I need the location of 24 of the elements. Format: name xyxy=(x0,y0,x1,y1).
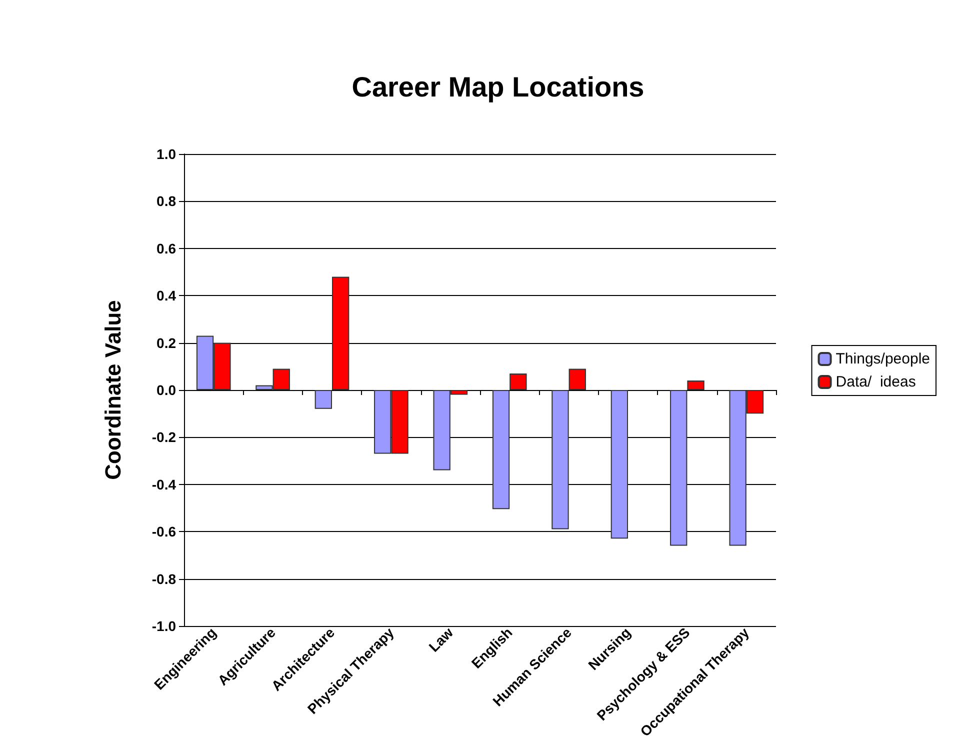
bar xyxy=(314,390,332,409)
y-tick-label: -0.4 xyxy=(152,476,176,492)
bar xyxy=(492,390,510,510)
bar xyxy=(670,390,688,546)
y-tick-label: -1.0 xyxy=(152,618,176,634)
y-tick-label: 0.4 xyxy=(156,288,176,304)
chart-title: Career Map Locations xyxy=(352,72,644,102)
y-tick-label: 0.2 xyxy=(156,334,176,351)
bar xyxy=(687,380,704,390)
y-tick-label: -0.6 xyxy=(152,524,176,540)
y-tick-label: 0.8 xyxy=(156,193,176,210)
legend-label: Things/people xyxy=(836,350,930,368)
y-tick-label: 0.0 xyxy=(156,382,176,398)
y-tick-label: 1.0 xyxy=(156,146,176,162)
y-tick-label: -0.2 xyxy=(152,429,176,446)
bar xyxy=(568,368,586,390)
y-tick-label: -0.8 xyxy=(152,570,176,587)
bar xyxy=(610,390,628,539)
bar xyxy=(332,276,350,390)
y-tick-label: 0.6 xyxy=(156,240,176,256)
bar xyxy=(510,373,527,390)
bar xyxy=(552,390,569,530)
legend-label: Data/ ideas xyxy=(836,374,916,390)
y-axis-title: Coordinate Value xyxy=(100,300,126,480)
